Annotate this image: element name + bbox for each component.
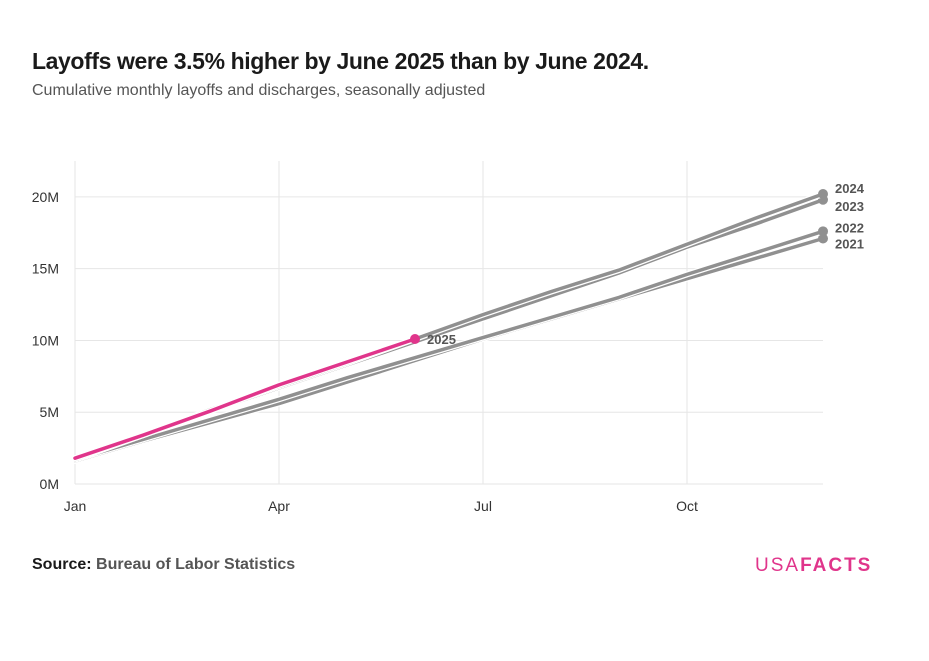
usafacts-logo: USAFACTS	[755, 555, 873, 576]
series-label-2023: 2023	[835, 199, 864, 214]
series-label-2025: 2025	[427, 332, 456, 347]
chart-title: Layoffs were 3.5% higher by June 2025 th…	[32, 48, 649, 74]
y-tick-label: 5M	[40, 404, 59, 420]
x-tick-label: Jul	[474, 498, 492, 514]
series-label-2022: 2022	[835, 220, 864, 235]
series-line-2025	[73, 337, 417, 460]
series-label-2021: 2021	[835, 237, 864, 252]
source-label: Source:	[32, 556, 92, 573]
series-endpoint-2021	[818, 233, 828, 244]
series-endpoint-2025	[410, 334, 420, 345]
y-tick-label: 20M	[32, 189, 59, 205]
y-tick-label: 15M	[32, 261, 59, 277]
y-tick-label: 0M	[40, 476, 59, 492]
series-endpoint-2024	[818, 189, 828, 200]
x-tick-label: Oct	[676, 498, 698, 514]
series-endpoint-2022	[818, 226, 828, 237]
source-note: Source: Bureau of Labor Statistics	[32, 556, 295, 574]
y-tick-label: 10M	[32, 332, 59, 348]
series-line-2022	[73, 229, 825, 462]
series-label-2024: 2024	[835, 181, 865, 196]
chart-subtitle: Cumulative monthly layoffs and discharge…	[32, 82, 486, 99]
x-tick-label: Apr	[268, 498, 290, 514]
x-tick-label: Jan	[64, 498, 87, 514]
source-text: Bureau of Labor Statistics	[96, 556, 296, 573]
